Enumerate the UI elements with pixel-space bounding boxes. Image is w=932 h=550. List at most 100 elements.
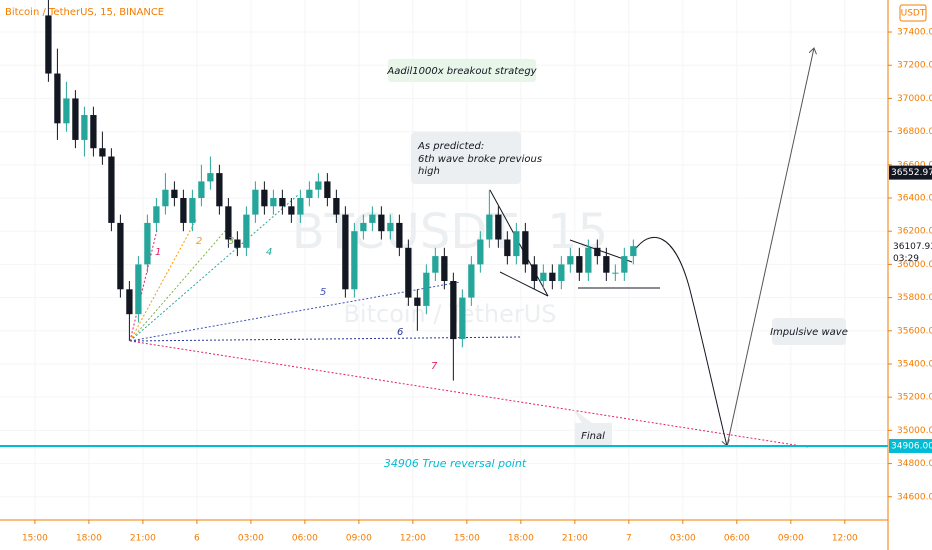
x-tick-label: 12:00 (400, 534, 426, 544)
wave-label: 2 (196, 236, 202, 247)
candle-body (99, 148, 106, 157)
candle-body (234, 239, 241, 248)
candle-body (342, 214, 349, 290)
x-tick-label: 7 (626, 534, 632, 544)
candle-body (603, 256, 610, 273)
y-tick-label: 35800.00 (897, 293, 932, 303)
x-tick-label: 09:00 (778, 534, 804, 544)
reversal-level: 34906.00 (0, 438, 932, 453)
candle-body (216, 173, 223, 207)
price-box (889, 438, 932, 453)
wave-label: 1 (155, 247, 161, 258)
candle-body (63, 98, 70, 124)
candle-body (351, 231, 358, 290)
wedge-line (499, 271, 549, 297)
candle-body (171, 189, 178, 199)
candle-body (180, 198, 187, 223)
annotation-box (411, 132, 521, 184)
candle-body (360, 222, 367, 232)
candles (45, 0, 637, 381)
x-tick-label: 12:00 (832, 534, 858, 544)
candle-body (126, 289, 133, 315)
candle-body (405, 247, 412, 298)
candle-body (621, 256, 628, 273)
candle-body (207, 173, 214, 182)
candle-body (225, 206, 232, 240)
y-tick-label: 35200.00 (897, 393, 932, 403)
candle-body (594, 247, 601, 257)
candle-body (270, 198, 277, 207)
annotation: Aadil1000x breakout strategy (386, 66, 537, 77)
candle-body (198, 181, 205, 199)
candle-body (288, 206, 295, 215)
candle-body (369, 214, 376, 223)
candle-body (450, 280, 457, 340)
candle-body (558, 264, 565, 281)
annotation-box (572, 408, 612, 447)
wave-labels: 1 2 3 4 5 6 7 (155, 236, 438, 372)
candle-body (459, 297, 466, 340)
candle-body (279, 198, 286, 207)
candle-body (189, 198, 196, 223)
price-label: 34906.00 (891, 441, 932, 451)
annotation: 6th wave broke previous (418, 154, 542, 165)
candle-body (108, 156, 115, 223)
y-tick-label: 36400.00 (897, 194, 932, 204)
candle-body (486, 214, 493, 240)
currency: USDT (901, 9, 926, 19)
candle-body (261, 189, 268, 207)
currency-box (899, 4, 927, 22)
candle-body (540, 272, 547, 281)
y-tick-label: 37400.00 (897, 28, 932, 38)
y-tick-label: 35400.00 (897, 359, 932, 369)
fan-line (129, 194, 299, 342)
candle-body (576, 256, 583, 273)
candle-body (531, 264, 538, 281)
candle-body (432, 256, 439, 273)
candle-body (333, 198, 340, 215)
candle-body (45, 15, 52, 74)
price-label: 36552.97 (891, 168, 932, 178)
candle-body (54, 73, 61, 124)
x-tick-label: 15:00 (454, 534, 480, 544)
x-tick-label: 21:00 (130, 534, 156, 544)
fan-line (129, 217, 198, 342)
wave-label: 5 (320, 287, 326, 298)
annotation-box (388, 59, 536, 82)
candle-body (144, 222, 151, 265)
candle-body (585, 247, 592, 273)
y-tick-label: 35600.00 (897, 326, 932, 336)
y-tick-label: 37000.00 (897, 94, 932, 104)
candle-body (378, 214, 385, 232)
candle-body (396, 222, 403, 248)
y-tick-label: 37200.00 (897, 61, 932, 71)
annotation: Final (581, 431, 605, 442)
chart-title: Bitcoin / TetherUS, 15, BINANCE (5, 7, 164, 18)
annotation: As predicted: (417, 141, 484, 152)
candle-body (423, 272, 430, 306)
candle-body (630, 246, 637, 257)
annotation: 34906 True reversal point (384, 457, 527, 470)
candle-body (387, 222, 394, 232)
candle-body (549, 272, 556, 281)
candle-body (414, 297, 421, 306)
y-tick-label: 36200.00 (897, 227, 932, 237)
y-tick-label: 36000.00 (897, 260, 932, 270)
wave-label: 3 (228, 236, 234, 247)
y-tick-label: 35000.00 (897, 426, 932, 436)
candle-body (252, 189, 259, 215)
candle-body (522, 231, 529, 265)
candle-body (504, 239, 511, 257)
x-tick-label: 06:00 (724, 534, 750, 544)
candle-body (477, 239, 484, 265)
candle-body (81, 115, 88, 140)
candle-body (306, 189, 313, 199)
y-tick-label: 36600.00 (897, 160, 932, 170)
candle-body (495, 214, 502, 240)
annotation: Impulsive wave (770, 327, 848, 338)
wave-label: 6 (397, 327, 403, 338)
annotation: high (418, 166, 440, 177)
x-tick-label: 09:00 (346, 534, 372, 544)
